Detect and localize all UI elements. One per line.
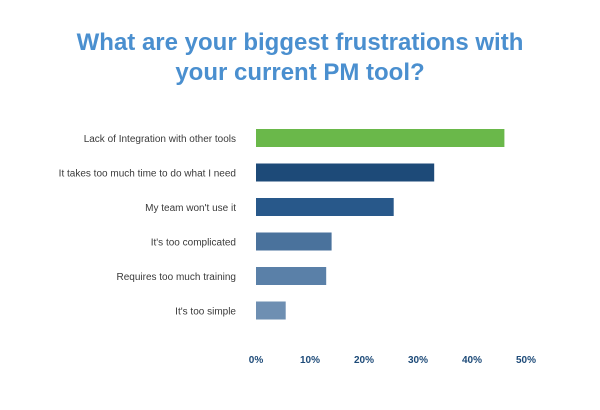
- category-labels: Lack of Integration with other tools It t…: [59, 134, 237, 318]
- x-tick-label: 10%: [300, 355, 320, 366]
- bar: [256, 129, 505, 147]
- category-label: My team won't use it: [145, 203, 236, 214]
- category-label: Lack of Integration with other tools: [84, 134, 236, 145]
- bar: [256, 163, 435, 182]
- bar: [256, 198, 394, 216]
- x-axis-ticks: 0% 10% 20% 30% 40% 50%: [249, 355, 536, 366]
- category-label: It's too simple: [175, 307, 236, 318]
- category-label: Requires too much training: [116, 272, 236, 283]
- bar: [256, 232, 332, 251]
- x-tick-label: 0%: [249, 355, 264, 366]
- chart-title: What are your biggest frustrations with …: [77, 29, 524, 86]
- category-label: It takes too much time to do what I need: [59, 169, 236, 180]
- bar: [256, 301, 286, 320]
- x-tick-label: 50%: [516, 355, 536, 366]
- bars: [256, 129, 505, 320]
- bar: [256, 267, 327, 285]
- x-tick-label: 20%: [354, 355, 374, 366]
- category-label: It's too complicated: [151, 238, 236, 249]
- chart-title-line-2: your current PM tool?: [175, 59, 424, 86]
- x-tick-label: 40%: [462, 355, 482, 366]
- x-tick-label: 30%: [408, 355, 428, 366]
- chart-title-line-1: What are your biggest frustrations with: [77, 29, 524, 56]
